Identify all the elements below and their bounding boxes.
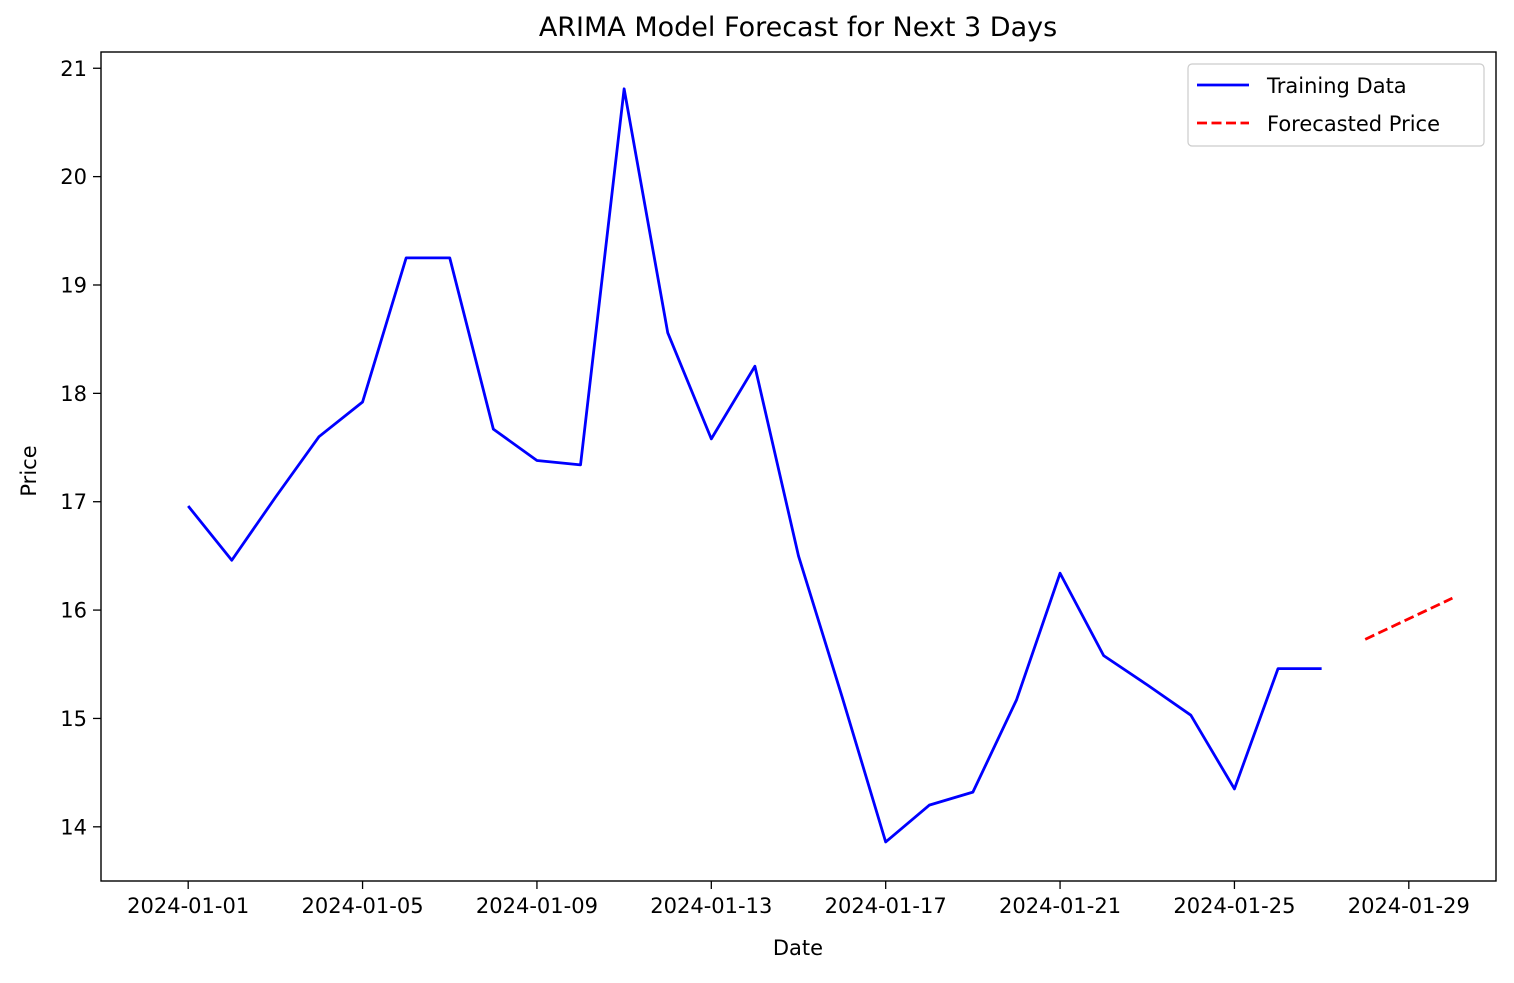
legend-label-training: Training Data: [1266, 74, 1407, 98]
y-tick-label: 16: [60, 599, 87, 623]
y-tick-label: 14: [60, 815, 87, 839]
y-tick-label: 19: [60, 273, 87, 297]
y-tick-label: 15: [60, 707, 87, 731]
x-tick-label: 2024-01-29: [1348, 894, 1470, 918]
plot-lines: [187, 87, 1454, 844]
y-axis-label: Price: [17, 445, 41, 496]
chart-title: ARIMA Model Forecast for Next 3 Days: [539, 12, 1057, 43]
legend-label-forecast: Forecasted Price: [1267, 112, 1440, 136]
x-tick-label: 2024-01-09: [476, 894, 598, 918]
x-tick-label: 2024-01-21: [999, 894, 1121, 918]
y-tick-label: 18: [60, 382, 87, 406]
y-tick-label: 17: [60, 490, 87, 514]
plot-frame: [100, 51, 1497, 882]
x-tick-label: 2024-01-25: [1173, 894, 1295, 918]
ticks: 2024-01-01 2024-01-05 2024-01-09 2024-01-13…: [60, 57, 1470, 918]
x-tick-label: 2024-01-17: [825, 894, 947, 918]
series-line-forecast: [1364, 596, 1454, 641]
legend: Training Data Forecasted Price: [1187, 63, 1485, 147]
y-tick-label: 20: [60, 165, 87, 189]
legend-box: [1187, 63, 1485, 147]
x-tick-label: 2024-01-01: [127, 894, 249, 918]
x-tick-label: 2024-01-13: [650, 894, 772, 918]
x-tick-label: 2024-01-05: [302, 894, 424, 918]
x-axis-label: Date: [773, 936, 823, 960]
y-tick-label: 21: [60, 57, 87, 81]
series-line-training: [187, 87, 1322, 844]
